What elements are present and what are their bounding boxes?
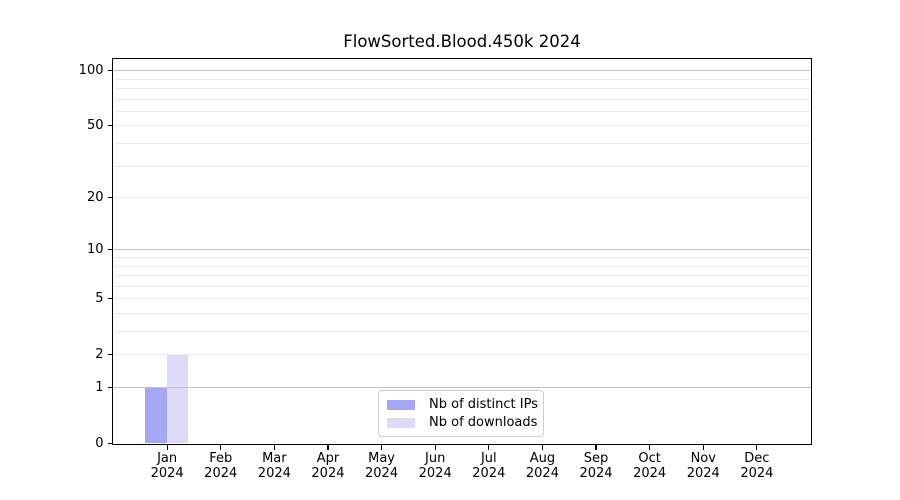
x-tick-label-aug: Aug 2024 xyxy=(525,450,559,481)
y-tick-label: 100 xyxy=(78,63,104,79)
y-tick-mark xyxy=(107,249,112,251)
x-tick-mark xyxy=(273,445,275,450)
legend-item-distinct-ips: Nb of distinct IPs xyxy=(387,397,538,412)
x-tick-label-may: May 2024 xyxy=(365,450,399,481)
plot-area xyxy=(112,58,812,445)
x-tick-mark xyxy=(702,445,704,450)
y-tick-label: 1 xyxy=(95,380,104,395)
gridline-minor xyxy=(113,88,811,89)
x-tick-label-feb: Feb 2024 xyxy=(204,450,238,481)
y-tick-mark xyxy=(107,196,112,199)
legend-label-downloads: Nb of downloads xyxy=(429,415,538,430)
gridline-minor xyxy=(113,256,811,258)
y-tick-mark xyxy=(107,386,112,389)
gridline-minor xyxy=(113,312,811,314)
x-tick-label-jul: Jul 2024 xyxy=(472,450,506,481)
chart-title: FlowSorted.Blood.450k 2024 xyxy=(343,32,581,51)
x-tick-mark xyxy=(649,445,651,450)
gridline-minor xyxy=(113,110,811,112)
y-tick-mark xyxy=(107,298,112,300)
x-tick-label-apr: Apr 2024 xyxy=(311,450,345,481)
gridline-minor xyxy=(113,285,811,287)
legend-item-downloads: Nb of downloads xyxy=(387,415,538,430)
gridline-minor xyxy=(113,125,811,127)
gridline-minor xyxy=(113,165,811,167)
x-tick-mark xyxy=(595,445,597,450)
gridline-minor xyxy=(113,354,811,356)
y-tick-mark xyxy=(107,70,112,72)
legend: Nb of distinct IPs Nb of downloads xyxy=(378,390,544,437)
gridline-minor xyxy=(113,275,811,277)
gridline-major xyxy=(113,387,811,388)
y-tick-mark xyxy=(107,125,112,127)
gridline-minor xyxy=(113,298,811,300)
y-tick-label: 5 xyxy=(95,291,104,307)
y-tick-mark xyxy=(107,442,112,445)
x-tick-label-oct: Oct 2024 xyxy=(633,450,667,481)
x-tick-mark xyxy=(220,445,222,450)
x-tick-label-sep: Sep 2024 xyxy=(579,450,613,481)
x-tick-label-jan: Jan 2024 xyxy=(150,450,184,481)
grid-layer xyxy=(113,59,811,444)
y-tick-label: 2 xyxy=(95,347,104,363)
bar-distinct-ips-jan xyxy=(145,387,167,443)
gridline-minor xyxy=(113,265,811,267)
gridline-major xyxy=(113,70,811,72)
gridline-major xyxy=(113,249,811,251)
y-tick-label: 20 xyxy=(86,190,104,206)
y-tick-label: 50 xyxy=(86,118,104,134)
x-tick-mark xyxy=(166,445,168,450)
x-tick-label-mar: Mar 2024 xyxy=(257,450,291,481)
x-tick-mark xyxy=(380,445,383,450)
x-tick-mark xyxy=(327,445,329,450)
gridline-minor xyxy=(113,143,811,144)
gridline-minor xyxy=(113,197,811,199)
x-tick-mark xyxy=(434,445,436,450)
gridline-minor xyxy=(113,331,811,332)
gridline-minor xyxy=(113,98,811,100)
x-tick-label-jun: Jun 2024 xyxy=(418,450,452,481)
x-tick-label-nov: Nov 2024 xyxy=(686,450,720,481)
x-tick-mark xyxy=(756,445,758,450)
y-tick-label: 0 xyxy=(95,436,104,451)
legend-label-distinct-ips: Nb of distinct IPs xyxy=(429,397,538,412)
x-tick-mark xyxy=(488,445,490,450)
legend-swatch-distinct-ips xyxy=(387,399,415,410)
gridline-minor xyxy=(113,78,811,80)
x-tick-label-dec: Dec 2024 xyxy=(740,450,774,481)
x-tick-mark xyxy=(541,445,543,450)
y-tick-mark xyxy=(107,354,112,356)
bars-layer xyxy=(113,59,811,444)
legend-swatch-downloads xyxy=(387,417,415,428)
y-tick-label: 10 xyxy=(86,242,104,258)
bar-downloads-jan xyxy=(166,354,189,443)
